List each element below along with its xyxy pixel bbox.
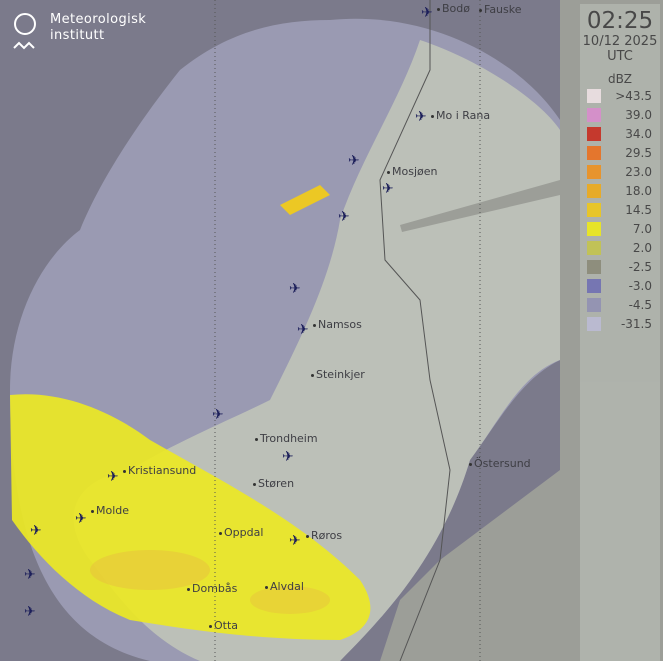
legend-item: 39.0 bbox=[580, 105, 660, 124]
legend-swatch bbox=[587, 88, 601, 103]
city-label: Støren bbox=[252, 477, 295, 490]
airport-icon: ✈ bbox=[107, 469, 119, 485]
legend-item: 2.0 bbox=[580, 238, 660, 257]
city-label: Östersund bbox=[469, 457, 531, 470]
airport-icon: ✈ bbox=[297, 322, 309, 338]
legend-item: 7.0 bbox=[580, 219, 660, 238]
legend-item: -4.5 bbox=[580, 295, 660, 314]
legend-item: 23.0 bbox=[580, 162, 660, 181]
legend-value: 7.0 bbox=[632, 221, 652, 236]
legend-items: >43.5 39.0 34.0 29.5 23.0 18.0 14.5 7.0 2.0 -2.5 -… bbox=[580, 86, 660, 333]
legend-value: 34.0 bbox=[625, 126, 652, 141]
city-label: Molde bbox=[90, 504, 130, 517]
legend-swatch bbox=[587, 259, 601, 274]
legend-swatch bbox=[587, 240, 601, 255]
airport-icon: ✈ bbox=[289, 281, 301, 297]
airport-icon: ✈ bbox=[75, 511, 87, 527]
airport-icon: ✈ bbox=[24, 567, 36, 583]
city-label: Oppdal bbox=[218, 526, 264, 539]
met-logo-icon bbox=[13, 13, 36, 50]
city-label: Otta bbox=[208, 619, 239, 632]
legend-value: -3.0 bbox=[628, 278, 652, 293]
logo-line1: Meteorologisk bbox=[50, 12, 147, 27]
legend-swatch bbox=[587, 316, 601, 331]
airport-icon: ✈ bbox=[421, 5, 433, 21]
city-label: Bodø bbox=[437, 2, 470, 15]
airport-icon: ✈ bbox=[382, 181, 394, 197]
legend-swatch bbox=[587, 107, 601, 122]
legend-unit: dBZ bbox=[607, 72, 633, 86]
airport-icon: ✈ bbox=[30, 523, 42, 539]
airport-icon: ✈ bbox=[348, 153, 360, 169]
city-label: Mo i Rana bbox=[430, 109, 491, 122]
legend-swatch bbox=[587, 278, 601, 293]
logo-line2: institutt bbox=[50, 28, 105, 43]
city-label: Røros bbox=[305, 529, 343, 542]
country-border bbox=[379, 0, 451, 661]
city-label: Steinkjer bbox=[311, 368, 365, 381]
met-logo: Meteorologisk institutt bbox=[12, 12, 146, 52]
city-label: Dombås bbox=[186, 582, 238, 595]
airport-icon: ✈ bbox=[212, 407, 224, 423]
legend-panel: 02:25 10/12 2025 UTC dBZ >43.5 39.0 34.0 29… bbox=[580, 4, 660, 661]
legend-value: 23.0 bbox=[625, 164, 652, 179]
legend-value: 18.0 bbox=[625, 183, 652, 198]
timezone-label: UTC bbox=[607, 49, 633, 64]
precipitation-core bbox=[250, 586, 330, 614]
time-label: 02:25 bbox=[586, 8, 654, 34]
legend-swatch bbox=[587, 297, 601, 312]
precipitation-band bbox=[280, 185, 330, 215]
blocked-beam-sector bbox=[400, 180, 560, 232]
legend-item: 29.5 bbox=[580, 143, 660, 162]
legend-item: 14.5 bbox=[580, 200, 660, 219]
legend-value: 14.5 bbox=[625, 202, 652, 217]
legend-value: -31.5 bbox=[620, 316, 652, 331]
legend-value: 29.5 bbox=[625, 145, 652, 160]
city-label: Trondheim bbox=[255, 432, 318, 445]
precipitation-core bbox=[90, 550, 210, 590]
airport-icon: ✈ bbox=[24, 604, 36, 620]
city-label: Kristiansund bbox=[122, 464, 197, 477]
legend-item: -31.5 bbox=[580, 314, 660, 333]
legend-item: -2.5 bbox=[580, 257, 660, 276]
airport-icon: ✈ bbox=[289, 533, 301, 549]
airport-icon: ✈ bbox=[338, 209, 350, 225]
legend-item: >43.5 bbox=[580, 86, 660, 105]
legend-swatch bbox=[587, 183, 601, 198]
legend-item: -3.0 bbox=[580, 276, 660, 295]
legend-swatch bbox=[587, 202, 601, 217]
legend-swatch bbox=[587, 164, 601, 179]
legend-swatch bbox=[587, 126, 601, 141]
airport-icon: ✈ bbox=[415, 109, 427, 125]
date-label: 10/12 2025 bbox=[582, 34, 658, 49]
airport-icon: ✈ bbox=[282, 449, 294, 465]
city-label: Namsos bbox=[313, 318, 362, 331]
legend-value: >43.5 bbox=[615, 88, 652, 103]
city-label: Mosjøen bbox=[386, 165, 438, 178]
city-label: Fauske bbox=[479, 3, 522, 16]
legend-swatch bbox=[587, 145, 601, 160]
legend-value: -2.5 bbox=[628, 259, 652, 274]
city-label: Alvdal bbox=[265, 580, 304, 593]
legend-value: -4.5 bbox=[628, 297, 652, 312]
legend-value: 2.0 bbox=[632, 240, 652, 255]
legend-swatch bbox=[587, 221, 601, 236]
legend-item: 34.0 bbox=[580, 124, 660, 143]
legend-value: 39.0 bbox=[625, 107, 652, 122]
legend-item: 18.0 bbox=[580, 181, 660, 200]
